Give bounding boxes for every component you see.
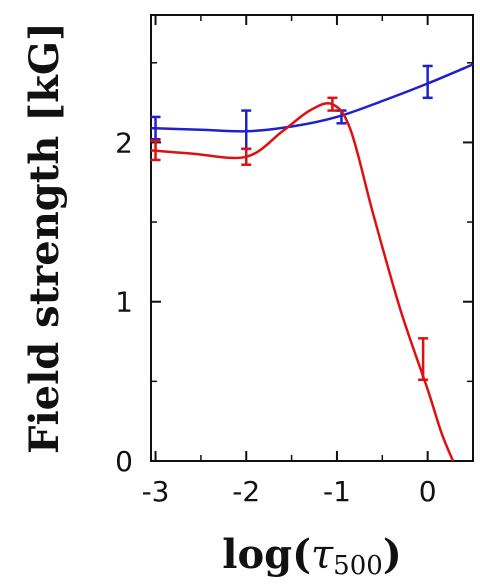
error-bar — [150, 115, 161, 141]
series-2 — [150, 96, 455, 462]
series-1 — [150, 63, 474, 151]
tick-labels: -3 -2 -1 0 0 1 2 — [115, 126, 436, 508]
x-tick-label: -1 — [323, 475, 351, 508]
error-bar — [241, 109, 252, 151]
x-tick-label: -2 — [232, 475, 260, 508]
x-tick-label: -3 — [142, 475, 170, 508]
y-tick-label: 2 — [115, 126, 133, 159]
plot-frame — [150, 14, 474, 462]
series-line — [150, 101, 455, 462]
error-bar — [241, 147, 252, 166]
error-bar — [418, 337, 429, 382]
y-tick-label: 0 — [115, 445, 133, 478]
x-axis-title: log(τ500) — [222, 531, 402, 581]
tick-marks — [151, 15, 474, 462]
error-bar — [150, 139, 161, 162]
y-tick-label: 1 — [115, 286, 133, 319]
error-bar — [422, 64, 433, 100]
series-line — [150, 63, 474, 133]
error-bar — [327, 96, 338, 112]
x-tick-label: 0 — [419, 475, 437, 508]
y-axis-title: Field strength [kG] — [21, 22, 68, 454]
data-series — [150, 63, 474, 462]
